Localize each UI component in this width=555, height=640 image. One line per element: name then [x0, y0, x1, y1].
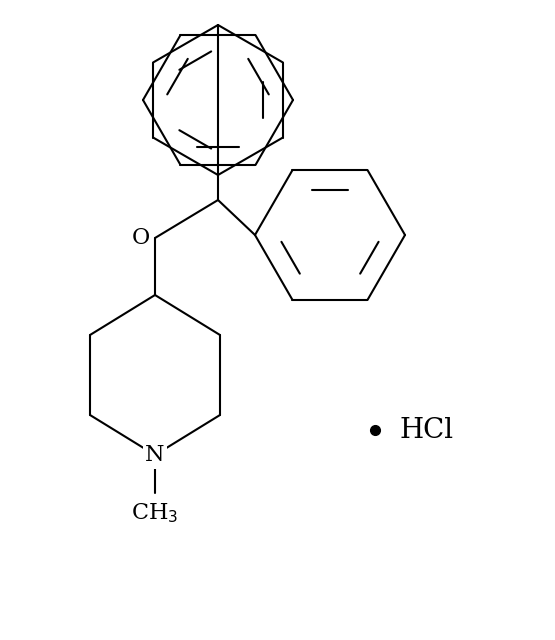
- Text: O: O: [132, 227, 150, 249]
- Text: HCl: HCl: [400, 417, 454, 444]
- Text: N: N: [145, 444, 165, 466]
- Text: CH$_3$: CH$_3$: [132, 501, 179, 525]
